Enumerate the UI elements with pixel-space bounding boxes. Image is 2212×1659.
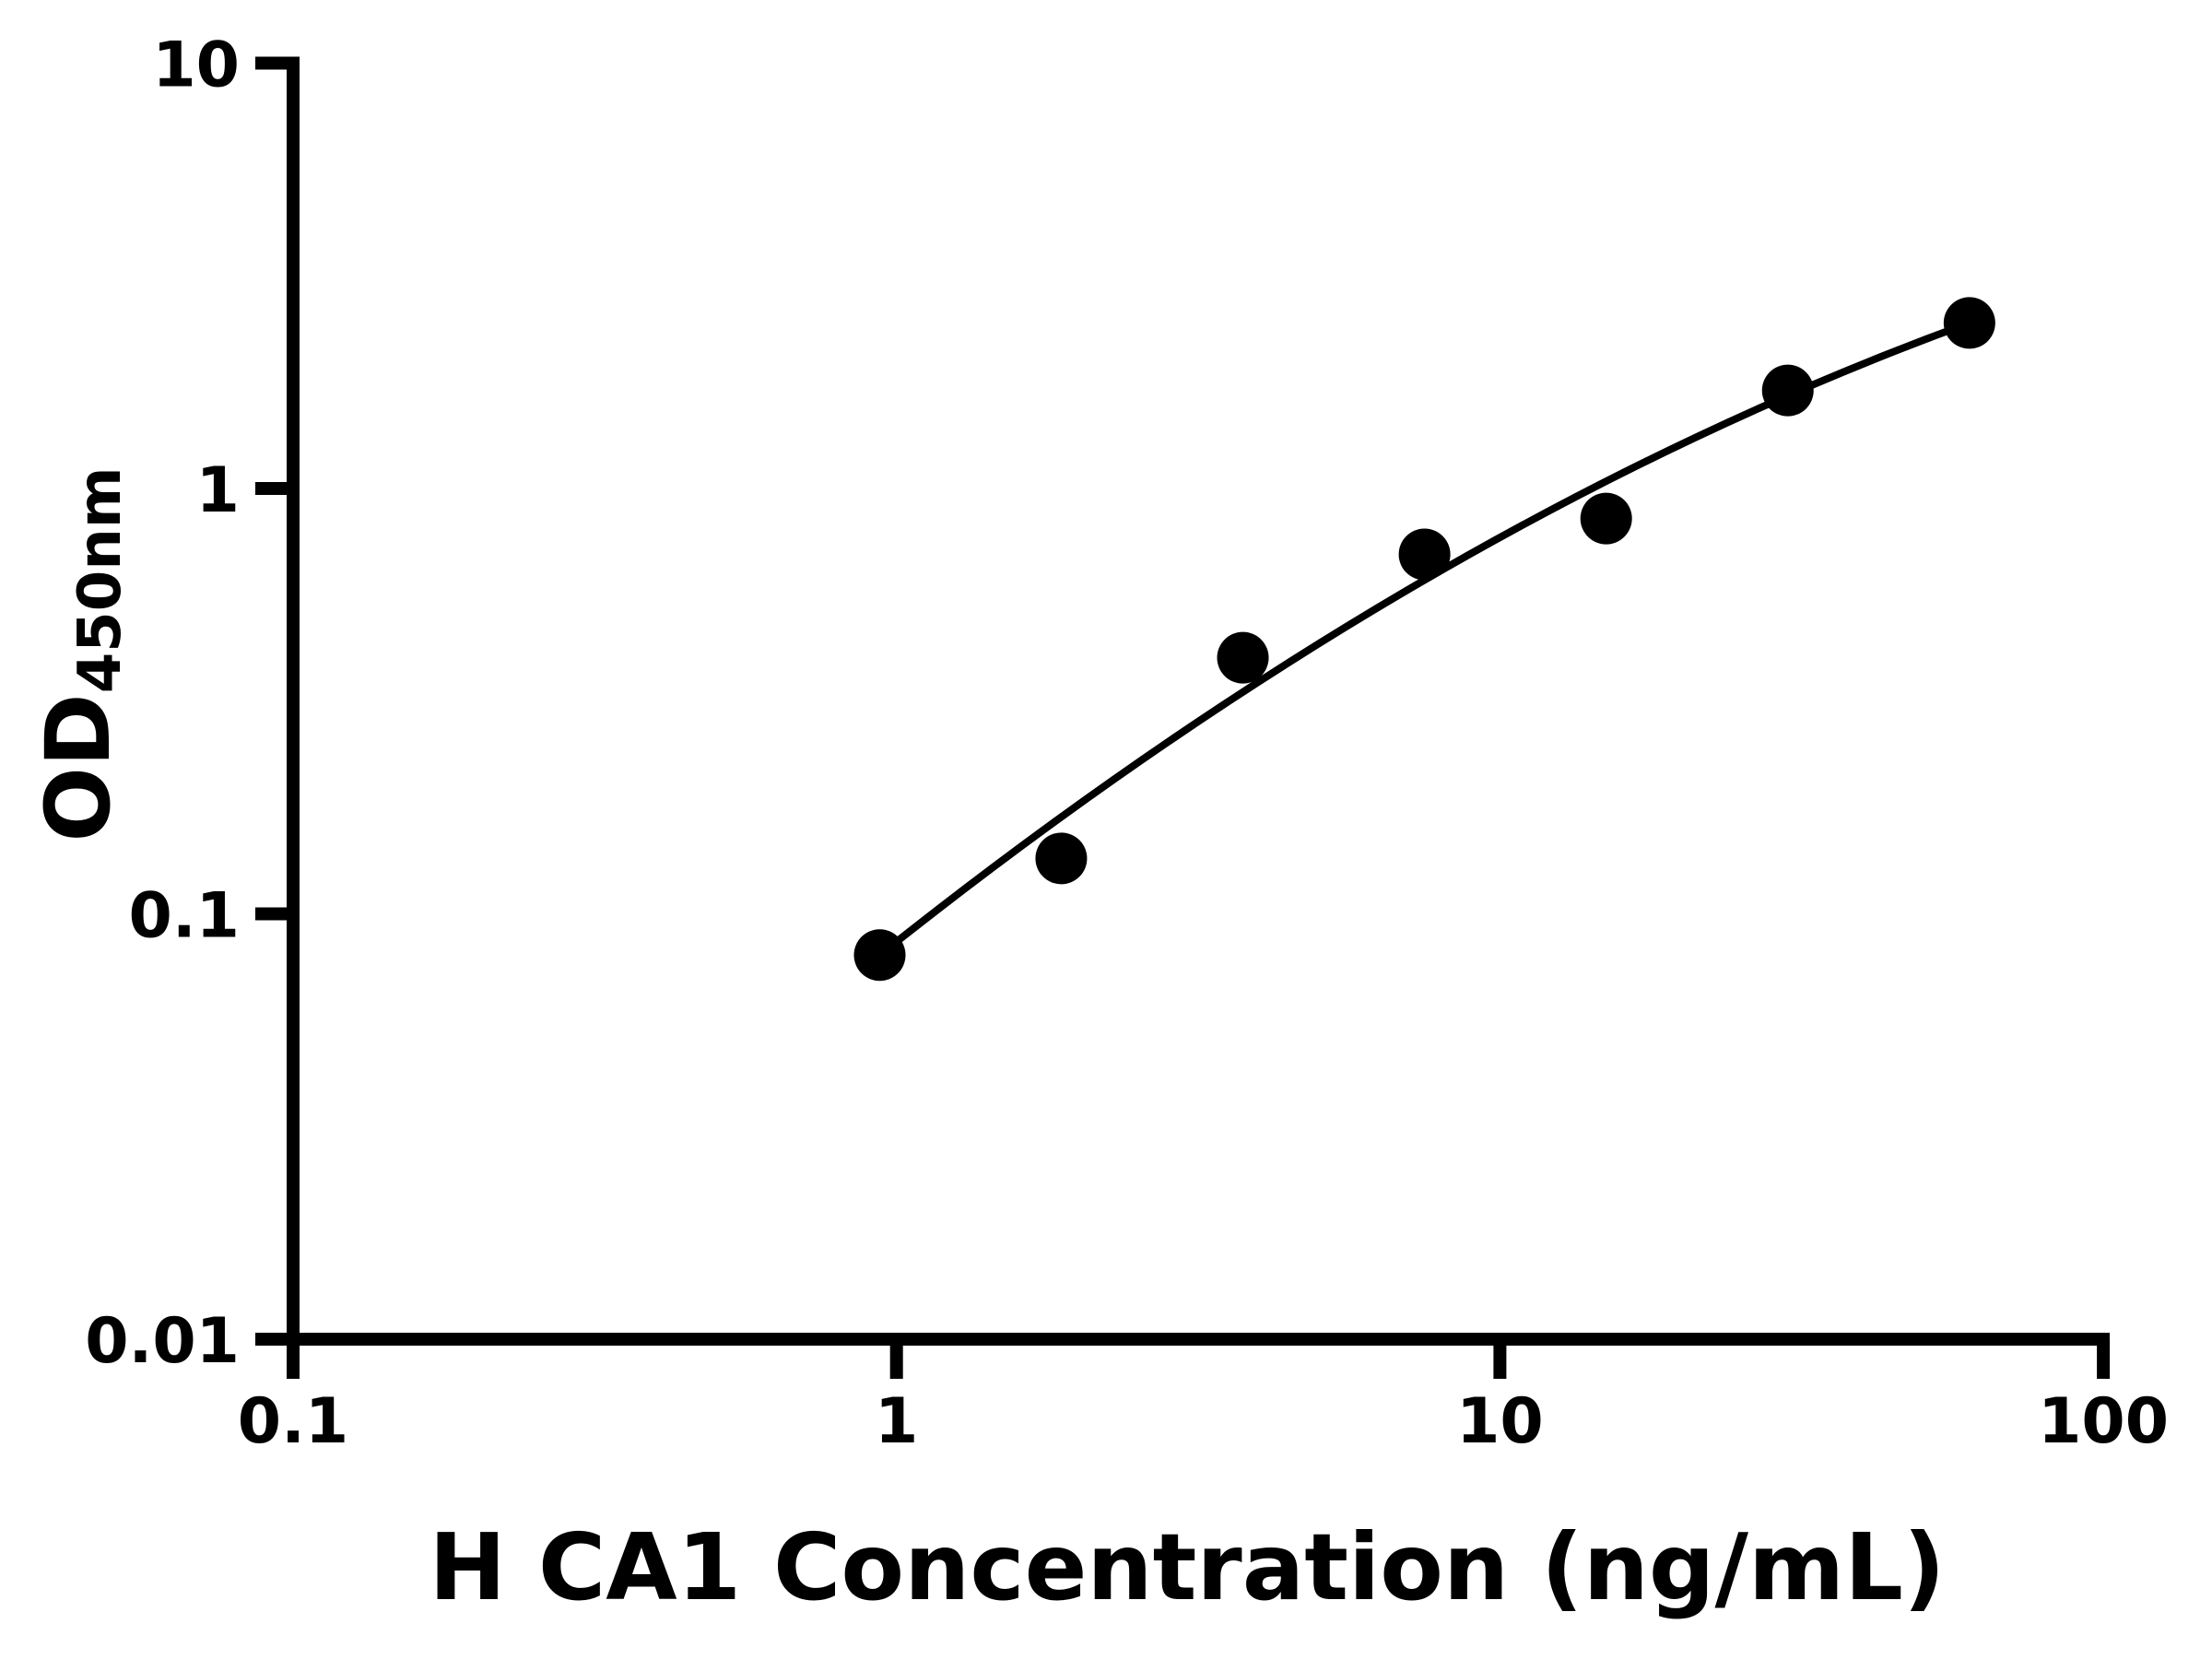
- data-point: [1035, 832, 1088, 885]
- x-tick-label: 100: [2038, 1385, 2169, 1458]
- y-tick-label: 0.01: [85, 1305, 240, 1378]
- y-axis-title-main: OD: [27, 693, 130, 841]
- y-axis-tick-labels: 0.01 0.1 1 10: [85, 29, 240, 1379]
- y-axis-title: OD450nm: [27, 466, 135, 841]
- x-axis-tick-labels: 0.1 1 10 100: [238, 1385, 2169, 1458]
- x-tick-label: 10: [1456, 1385, 1544, 1458]
- data-point: [1217, 631, 1269, 684]
- y-tick-label: 10: [152, 29, 240, 102]
- y-axis: 0.01 0.1 1 10: [85, 29, 300, 1379]
- data-point: [1398, 528, 1451, 581]
- x-tick-label: 0.1: [238, 1385, 348, 1458]
- x-axis-ticks: [287, 1339, 2111, 1379]
- y-tick-label: 0.1: [129, 880, 240, 953]
- y-tick-label: 1: [196, 454, 240, 527]
- x-axis: 0.1 1 10 100: [238, 1333, 2169, 1458]
- data-points: [853, 297, 1995, 982]
- data-point: [1943, 297, 1995, 349]
- data-point: [1580, 492, 1632, 545]
- x-axis-title: H CA1 Concentration (ng/mL): [429, 1513, 1945, 1621]
- y-axis-title-subscript: 450nm: [66, 466, 135, 693]
- data-point: [1761, 364, 1814, 417]
- data-point: [853, 929, 906, 982]
- x-tick-label: 1: [875, 1385, 918, 1458]
